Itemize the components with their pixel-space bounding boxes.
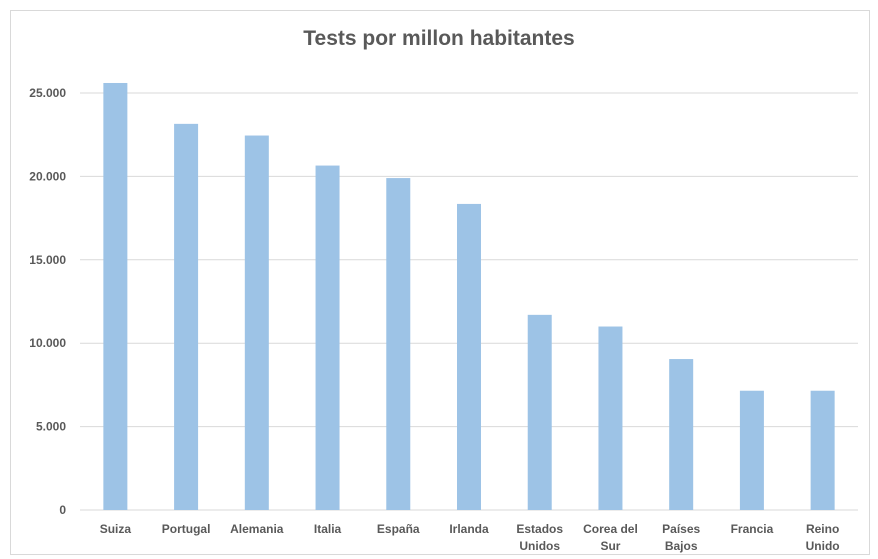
bar xyxy=(739,390,764,510)
y-tick-label: 5.000 xyxy=(36,420,66,434)
bar xyxy=(103,82,128,510)
x-category-label: Italia xyxy=(314,522,342,536)
x-category-label: Reino Unido xyxy=(806,522,840,553)
x-category-label: Suiza xyxy=(100,522,132,536)
bar xyxy=(669,359,694,510)
x-category-label-line: Reino xyxy=(806,522,839,536)
x-category-label-line: Países xyxy=(662,522,700,536)
x-category-label: Francia xyxy=(731,522,774,536)
x-category-label-line: Sur xyxy=(600,539,620,553)
x-category-label: Países Bajos xyxy=(662,522,700,553)
y-tick-label: 20.000 xyxy=(29,169,66,183)
bar xyxy=(386,178,411,510)
bar xyxy=(598,326,623,510)
x-category-label-line: Suiza xyxy=(100,522,132,536)
x-axis-labels: Suiza Portugal Alemania Italia España Irlanda… xyxy=(100,522,840,553)
bars xyxy=(103,82,835,511)
x-category-label: Portugal xyxy=(162,522,211,536)
x-category-label-line: Corea del xyxy=(583,522,638,536)
y-tick-label: 10.000 xyxy=(29,336,66,350)
x-category-label: Corea del Sur xyxy=(583,522,638,553)
x-category-label: Alemania xyxy=(230,522,284,536)
x-category-label-line: Bajos xyxy=(665,539,698,553)
y-tick-label: 25.000 xyxy=(29,86,66,100)
x-category-label-line: Unidos xyxy=(519,539,560,553)
x-category-label: Estados Unidos xyxy=(516,522,563,553)
chart-title: Tests por millon habitantes xyxy=(303,27,575,50)
x-category-label-line: Estados xyxy=(516,522,563,536)
x-category-label-line: Francia xyxy=(731,522,774,536)
bar xyxy=(527,314,552,510)
bar xyxy=(810,390,835,510)
bar xyxy=(457,203,481,510)
x-category-label-line: Unido xyxy=(806,539,840,553)
x-category-label-line: Italia xyxy=(314,522,342,536)
chart-frame xyxy=(10,10,870,555)
x-category-label: España xyxy=(377,522,420,536)
bar xyxy=(244,135,269,510)
x-category-label-line: Portugal xyxy=(162,522,211,536)
y-tick-label: 0 xyxy=(59,503,66,517)
x-category-label-line: España xyxy=(377,522,420,536)
bar xyxy=(174,123,199,510)
x-category-label-line: Alemania xyxy=(230,522,284,536)
bar xyxy=(315,165,340,511)
x-category-label-line: Irlanda xyxy=(449,522,489,536)
y-tick-label: 15.000 xyxy=(29,253,66,267)
x-category-label: Irlanda xyxy=(449,522,489,536)
y-axis-ticks: 0 5.000 10.000 15.000 20.000 25.000 xyxy=(29,86,66,517)
